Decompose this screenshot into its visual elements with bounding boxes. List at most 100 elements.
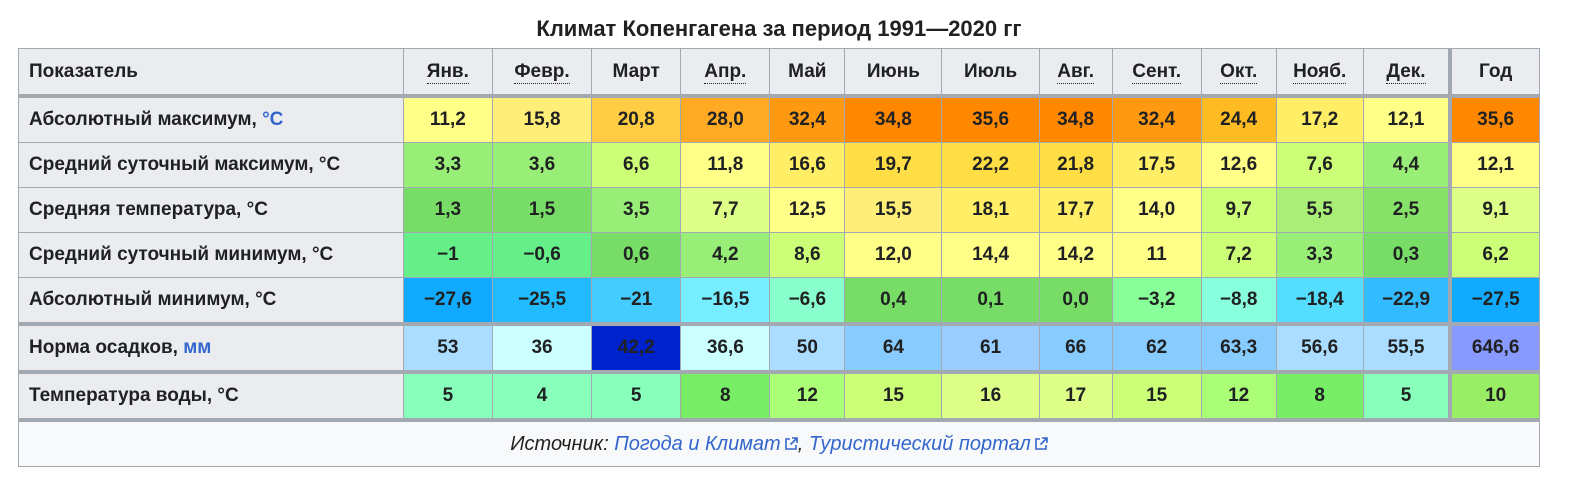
month-header: Июнь [844, 48, 943, 97]
data-row: Средняя температура, °C 1,3 1,5 3,5 7,7 12,5 1… [18, 187, 1541, 233]
value-cell: 63,3 [1200, 322, 1277, 373]
value-cell: 66 [1038, 322, 1113, 373]
value-cell: 8 [1275, 370, 1364, 421]
row-label-text: Средний суточный максимум, °C [29, 154, 341, 175]
value-cell: 7,2 [1200, 232, 1277, 278]
row-label-text: Температура воды, °C [29, 385, 239, 406]
value-cell: 14,0 [1111, 187, 1202, 233]
month-header: Июль [941, 48, 1040, 97]
value-cell: −1 [402, 232, 493, 278]
source-cell: Источник: Погода и Климат, Туристический… [18, 418, 1540, 467]
value-cell: 5 [591, 370, 682, 421]
value-cell: −8,8 [1200, 277, 1277, 325]
table-caption: Климат Копенгагена за период 1991—2020 г… [536, 16, 1022, 41]
month-header: Май [769, 48, 846, 97]
value-cell: −22,9 [1362, 277, 1451, 325]
value-cell: 35,6 [941, 94, 1040, 143]
month-header: Окт. [1200, 48, 1277, 97]
value-cell: 5 [402, 370, 493, 421]
year-cell: 35,6 [1448, 94, 1541, 143]
value-cell: 3,3 [1275, 232, 1364, 278]
value-cell: 12 [769, 370, 846, 421]
value-cell: 0,0 [1038, 277, 1113, 325]
row-label-text: Абсолютный максимум, [29, 109, 263, 130]
value-cell: 17 [1038, 370, 1113, 421]
unit-link[interactable]: мм [183, 337, 212, 358]
year-cell: 10 [1448, 370, 1541, 421]
value-cell: 64 [844, 322, 943, 373]
value-cell: 12 [1200, 370, 1277, 421]
value-cell: 36 [491, 322, 593, 373]
value-cell: 15 [1111, 370, 1202, 421]
row-label: Абсолютный максимум, °C [18, 94, 404, 143]
value-cell: 42,2 [591, 322, 682, 373]
value-cell: 9,7 [1200, 187, 1277, 233]
month-header: Нояб. [1275, 48, 1364, 97]
climate-table: Показатель Янв. Февр. Март Апр. Май Июнь… [18, 48, 1541, 467]
data-row: Температура воды, °C 5 4 5 8 12 15 16 17 15 12 8 5 10 [18, 370, 1541, 421]
value-cell: 50 [769, 322, 846, 373]
value-cell: 14,4 [941, 232, 1040, 278]
value-cell: −25,5 [491, 277, 593, 325]
value-cell: 3,3 [402, 142, 493, 188]
value-cell: 2,5 [1362, 187, 1451, 233]
value-cell: −6,6 [769, 277, 846, 325]
value-cell: −16,5 [680, 277, 771, 325]
source-link-pogoda[interactable]: Погода и Климат [614, 433, 798, 455]
value-cell: 4,2 [680, 232, 771, 278]
value-cell: 6,6 [591, 142, 682, 188]
data-row: Средний суточный минимум, °C −1 −0,6 0,6 4,2… [18, 232, 1541, 278]
value-cell: 61 [941, 322, 1040, 373]
value-cell: −0,6 [491, 232, 593, 278]
value-cell: 3,6 [491, 142, 593, 188]
month-header: Апр. [680, 48, 771, 97]
year-header: Год [1448, 48, 1541, 97]
value-cell: 36,6 [680, 322, 771, 373]
year-cell: 6,2 [1448, 232, 1541, 278]
row-label-text: Средний суточный минимум, °C [29, 244, 334, 265]
header-row: Показатель Янв. Февр. Март Апр. Май Июнь… [18, 48, 1541, 97]
data-row: Средний суточный максимум, °C 3,3 3,6 6,6 11… [18, 142, 1541, 188]
value-cell: 5 [1362, 370, 1451, 421]
year-cell: 646,6 [1448, 322, 1541, 373]
data-row: Абсолютный максимум, °C 11,2 15,8 20,8 28,0 3… [18, 94, 1541, 143]
external-link-icon [784, 436, 798, 450]
source-separator: , [797, 432, 809, 455]
month-header: Авг. [1038, 48, 1113, 97]
year-cell: 12,1 [1448, 142, 1541, 188]
value-cell: 8,6 [769, 232, 846, 278]
value-cell: 55,5 [1362, 322, 1451, 373]
value-cell: 17,2 [1275, 94, 1364, 143]
value-cell: 12,5 [769, 187, 846, 233]
row-label: Средняя температура, °C [18, 187, 404, 233]
value-cell: 56,6 [1275, 322, 1364, 373]
month-header: Сент. [1111, 48, 1202, 97]
value-cell: 34,8 [844, 94, 943, 143]
value-cell: 18,1 [941, 187, 1040, 233]
value-cell: 3,5 [591, 187, 682, 233]
month-header: Март [591, 48, 682, 97]
value-cell: −27,6 [402, 277, 493, 325]
value-cell: 11,8 [680, 142, 771, 188]
value-cell: 20,8 [591, 94, 682, 143]
value-cell: 12,6 [1200, 142, 1277, 188]
value-cell: 17,5 [1111, 142, 1202, 188]
value-cell: 53 [402, 322, 493, 373]
month-header: Февр. [491, 48, 593, 97]
value-cell: 7,7 [680, 187, 771, 233]
value-cell: 14,2 [1038, 232, 1113, 278]
unit-link[interactable]: °C [262, 109, 284, 130]
source-link-tourist[interactable]: Туристический портал [809, 433, 1048, 455]
value-cell: 32,4 [769, 94, 846, 143]
row-label-text: Норма осадков, [29, 337, 184, 358]
value-cell: −21 [591, 277, 682, 325]
value-cell: 17,7 [1038, 187, 1113, 233]
value-cell: 19,7 [844, 142, 943, 188]
source-label: Источник: [510, 432, 615, 455]
value-cell: 15,5 [844, 187, 943, 233]
value-cell: 21,8 [1038, 142, 1113, 188]
value-cell: 0,1 [941, 277, 1040, 325]
value-cell: 0,3 [1362, 232, 1451, 278]
value-cell: 11 [1111, 232, 1202, 278]
value-cell: 4,4 [1362, 142, 1451, 188]
